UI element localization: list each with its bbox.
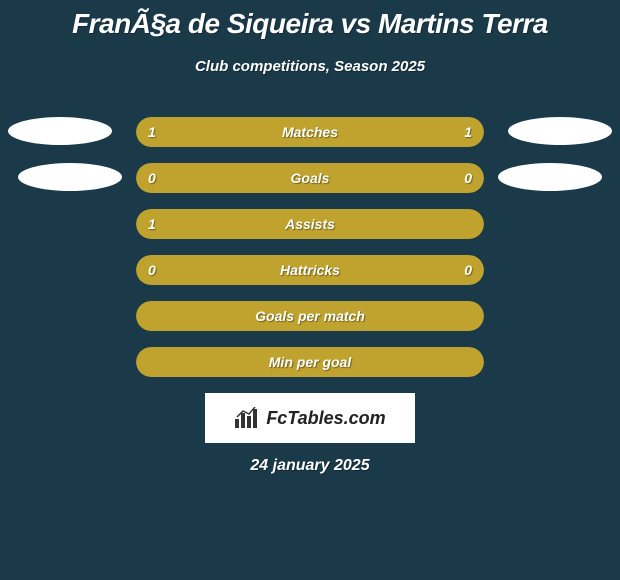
date-text: 24 january 2025 — [0, 457, 620, 475]
stat-row: Min per goal — [0, 347, 620, 377]
stat-bar-track: Goals per match — [136, 301, 484, 331]
stat-label: Matches — [282, 124, 338, 140]
fctables-label: FcTables.com — [266, 408, 385, 429]
stat-bar-track: 1 Matches 1 — [136, 117, 484, 147]
page-title: FranÃ§a de Siqueira vs Martins Terra — [0, 0, 620, 40]
stat-row: 1 Assists — [0, 209, 620, 239]
stat-bar-track: 0 Hattricks 0 — [136, 255, 484, 285]
stat-value-left: 1 — [148, 124, 156, 140]
subtitle: Club competitions, Season 2025 — [0, 58, 620, 75]
stat-label: Goals — [291, 170, 330, 186]
comparison-container: FranÃ§a de Siqueira vs Martins Terra Clu… — [0, 0, 620, 580]
stat-value-right: 1 — [464, 124, 472, 140]
chart-icon — [234, 407, 260, 429]
stat-label: Hattricks — [280, 262, 340, 278]
stat-row: 0 Hattricks 0 — [0, 255, 620, 285]
stat-value-right: 0 — [464, 170, 472, 186]
stat-bar-left — [136, 163, 310, 193]
stat-label: Assists — [285, 216, 335, 232]
stat-value-right: 0 — [464, 262, 472, 278]
stat-value-left: 0 — [148, 170, 156, 186]
comparison-area: 1 Matches 1 0 Goals 0 1 Assists — [0, 117, 620, 377]
stat-value-left: 1 — [148, 216, 156, 232]
stat-row: 1 Matches 1 — [0, 117, 620, 147]
stat-row: Goals per match — [0, 301, 620, 331]
stat-label: Goals per match — [255, 308, 365, 324]
stat-bar-track: 0 Goals 0 — [136, 163, 484, 193]
stat-label: Min per goal — [269, 354, 351, 370]
fctables-logo-box[interactable]: FcTables.com — [205, 393, 415, 443]
stat-bar-track: 1 Assists — [136, 209, 484, 239]
stat-row: 0 Goals 0 — [0, 163, 620, 193]
stat-bar-right — [310, 163, 484, 193]
stat-bar-track: Min per goal — [136, 347, 484, 377]
stat-value-left: 0 — [148, 262, 156, 278]
